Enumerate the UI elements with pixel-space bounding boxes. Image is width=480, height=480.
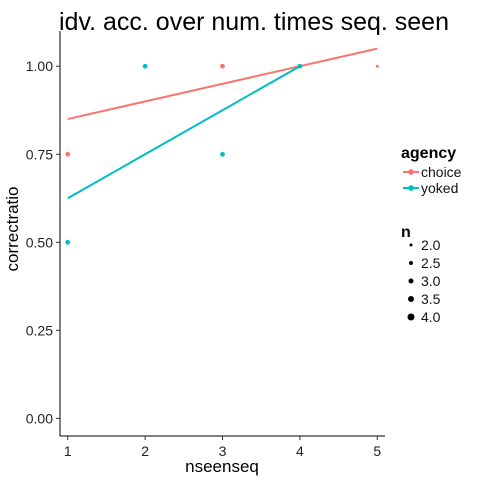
x-tick-label: 2 [141, 443, 149, 459]
y-tick-label: 0.50 [26, 234, 53, 250]
legend-key-dot-choice [408, 169, 414, 175]
y-axis-ticks: 0.00 0.25 0.50 0.75 1.00 [26, 58, 60, 426]
y-axis-title: correctratio [3, 186, 22, 271]
point-yoked [142, 63, 148, 69]
x-tick-label: 1 [64, 443, 72, 459]
legend-size-dot [409, 261, 413, 265]
y-tick-label: 1.00 [26, 58, 53, 74]
trend-lines [67, 47, 378, 200]
point-yoked [65, 239, 71, 245]
legend-label-yoked: yoked [421, 180, 458, 196]
legend-label-choice: choice [421, 164, 462, 180]
point-yoked [220, 151, 225, 157]
point-choice [220, 63, 225, 69]
x-tick-label: 3 [219, 443, 227, 459]
legend-size-dot [407, 313, 415, 321]
legend-size-label: 3.0 [421, 273, 441, 289]
y-tick-label: 0.25 [26, 322, 53, 338]
legend-size-dot [408, 296, 414, 302]
x-tick-label: 5 [373, 443, 381, 459]
point-yoked [297, 63, 303, 69]
trend-line-choice [67, 47, 378, 121]
plot-panel: 1 2 3 4 5 0.00 0.25 0.50 0.75 1.00 [26, 31, 385, 459]
legend-n: n 2.0 2.5 3.0 3.5 4.0 [401, 224, 441, 325]
x-tick-label: 4 [296, 443, 304, 459]
chart-title: idv. acc. over num. times seq. seen [59, 8, 449, 36]
x-axis-title: nseenseq [185, 457, 259, 476]
trend-line-yoked [67, 65, 301, 200]
x-axis-ticks: 1 2 3 4 5 [64, 436, 381, 459]
legend-size-label: 2.0 [421, 237, 441, 253]
point-choice [65, 151, 71, 157]
legend-size-label: 4.0 [421, 309, 441, 325]
y-tick-label: 0.75 [26, 146, 53, 162]
point-choice [375, 64, 379, 68]
legend-agency-title: agency [401, 145, 456, 162]
legend-n-title: n [401, 224, 411, 241]
legend-size-label: 3.5 [421, 291, 441, 307]
legend-size-label: 2.5 [421, 255, 441, 271]
data-points [65, 63, 379, 245]
legend-size-dot [409, 243, 413, 247]
legend-size-dot [408, 278, 414, 284]
y-tick-label: 0.00 [26, 410, 53, 426]
legend-key-dot-yoked [408, 185, 414, 191]
